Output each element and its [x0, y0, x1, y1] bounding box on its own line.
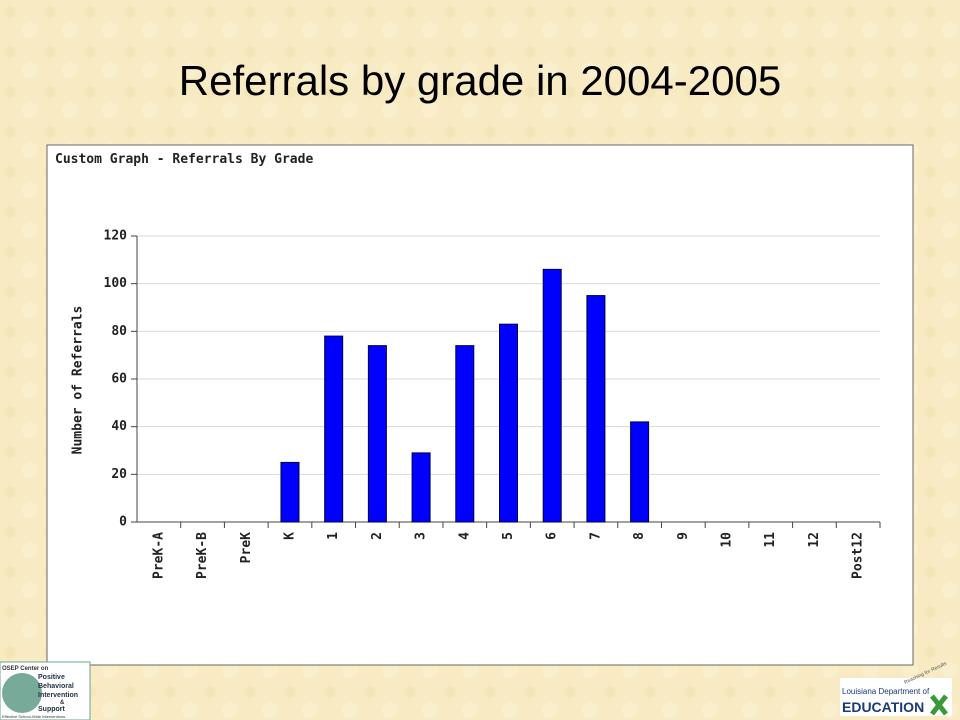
y-axis-label: Number of Referrals — [71, 306, 86, 455]
x-tick-label: PreK-A — [151, 532, 166, 579]
y-tick-label: 100 — [104, 276, 128, 291]
x-tick-label: 9 — [676, 532, 691, 540]
logo-text: Intervention — [38, 692, 78, 699]
y-tick-label: 20 — [111, 467, 127, 482]
x-tick-label: 4 — [457, 532, 472, 540]
logo-text: & — [60, 700, 65, 706]
bar — [367, 345, 387, 523]
x-tick-label: Post12 — [851, 532, 866, 579]
bar — [455, 345, 475, 523]
x-tick-label: 12 — [807, 532, 822, 548]
x-tick-label: 11 — [763, 532, 778, 548]
logo-text: Behavioral — [38, 683, 74, 690]
x-tick-label: 6 — [545, 532, 560, 540]
logo-left: OSEP Center on Positive Behavioral Inter… — [0, 661, 91, 720]
x-tick-label: 8 — [632, 532, 647, 540]
bar — [411, 452, 431, 523]
logo-text: Positive — [38, 674, 65, 681]
y-tick-label: 80 — [111, 324, 127, 339]
logo-text: EDUCATION — [842, 699, 924, 715]
x-tick-label: 2 — [370, 532, 385, 540]
bar — [586, 295, 606, 523]
bar — [542, 268, 562, 523]
x-tick-label: 5 — [501, 532, 516, 540]
y-tick-label: 120 — [104, 229, 128, 244]
bar — [630, 421, 650, 523]
logo-text: Support — [38, 706, 65, 713]
x-tick-label: 3 — [414, 532, 429, 540]
bar — [324, 335, 344, 523]
bar — [280, 461, 300, 523]
bar — [499, 323, 518, 523]
x-tick-label: K — [282, 532, 297, 540]
x-tick-label: 10 — [720, 532, 735, 548]
logo-x — [930, 694, 948, 716]
chart-title: Custom Graph - Referrals By Grade — [55, 152, 313, 167]
x-tick-label: PreK-B — [195, 532, 210, 579]
logo-text: Effective School-Wide Interventions — [2, 714, 65, 719]
y-tick-label: 0 — [119, 515, 127, 530]
y-tick-label: 40 — [111, 419, 127, 434]
chart-frame — [46, 144, 914, 666]
logo-text: Louisiana Department of — [842, 687, 930, 696]
slide-title: Referrals by grade in 2004-2005 — [179, 57, 781, 104]
x-tick-label: 1 — [326, 532, 341, 540]
x-tick-label: 7 — [588, 532, 603, 540]
x-tick-label: PreK — [239, 532, 254, 563]
logo-circle — [2, 673, 42, 713]
y-tick-label: 60 — [111, 372, 127, 387]
logo-text: OSEP Center on — [2, 666, 49, 672]
